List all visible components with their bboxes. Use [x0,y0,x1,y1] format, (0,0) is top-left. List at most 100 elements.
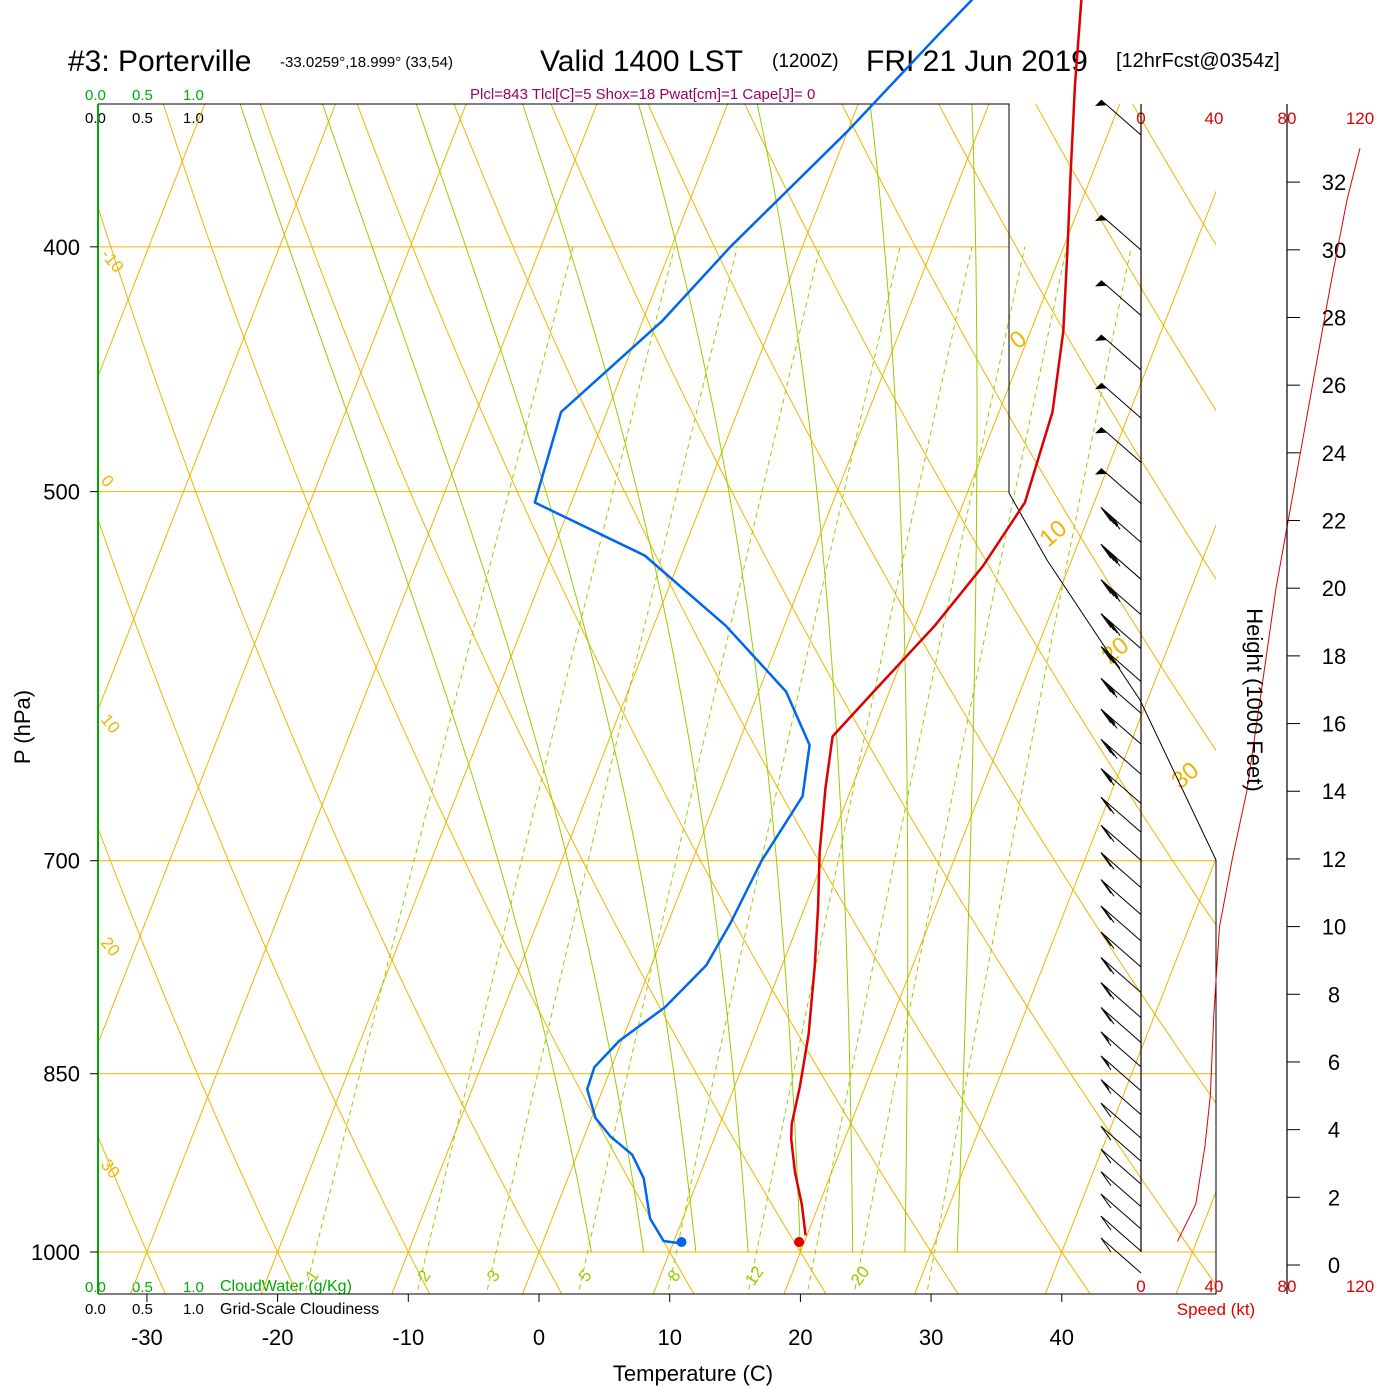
wind-barb-half [1103,1058,1110,1066]
mixing-ratio-line [806,246,1026,1294]
wind-barb-full [1100,1055,1112,1071]
cloudiness-scale-top-2: 1.0 [183,110,204,127]
stability-indices: Plcl=843 Tlcl[C]=5 Shox=18 Pwat[cm]=1 Ca… [470,86,815,103]
wind-barb-full [1100,579,1112,594]
y-tick-label-4: 400 [43,235,80,260]
wind-barb-staff [1100,1148,1142,1185]
cloudwater-scale-top-0: 0.0 [85,87,106,104]
wind-barb-11 [1100,646,1142,682]
wind-barb-full [1103,1009,1115,1025]
background-lines [0,0,1216,1316]
cloudiness-scale-top-0: 0.0 [85,110,106,127]
mixing-ratio-label-3: 5 [575,1267,596,1286]
wind-barb-staff [1100,824,1142,861]
wind-barb-full [1103,959,1115,975]
height-tick-label-6: 12 [1322,847,1346,872]
wind-barb-3 [1095,334,1142,371]
height-tick-label-4: 8 [1328,982,1340,1007]
dry-adiabat-label-left-0: 30 [97,1155,124,1182]
cloudiness-scale-top-1: 0.5 [132,110,153,127]
wind-barb-34 [1100,1237,1142,1274]
dry-adiabat-line [162,104,695,1294]
isotherm-line [1044,857,1216,1294]
dewpoint-line [533,0,974,1245]
speed-tick-top-1: 40 [1205,109,1224,128]
x-axis: -30 -20 -10 0 10 20 30 40 [131,1294,1074,1350]
wind-barb-full [1103,799,1115,815]
plot-frame [98,103,1217,1295]
height-tick-label-0: 0 [1328,1253,1340,1278]
wind-barb-full [1103,855,1115,870]
wind-barb-staff [1100,852,1142,889]
wind-barb-half [1112,554,1119,563]
cloudwater-scale-top-1: 0.5 [132,87,153,104]
y-tick-label-0: 1000 [31,1240,80,1265]
wind-barb-staff [1100,879,1142,915]
wind-barb-full [1103,582,1115,597]
cloudiness-scale-bottom-2: 1.0 [183,1301,204,1318]
moist-adiabat-line [756,104,854,1253]
wind-barb-staff [1100,579,1142,616]
dry-adiabat-line [0,0,42,1316]
isotherm-line [521,104,990,1294]
wind-barb-full [1100,905,1112,921]
station-coords: -33.0259°,18.999° (33,54) [280,54,453,71]
temperature-line [789,0,1083,1236]
height-tick-label-7: 14 [1322,779,1346,804]
wind-barb-0 [1095,99,1142,136]
wind-barb-full [1100,982,1112,997]
cloudwater-scale-bottom-0: 0.0 [85,1279,106,1296]
mixing-ratio-line [747,246,973,1294]
cloudiness-label: Grid-Scale Cloudiness [220,1301,379,1318]
wind-barb-9 [1100,579,1142,616]
wind-barb-30 [1100,1148,1142,1185]
wind-barb-4 [1095,382,1142,419]
wind-barb-staff [1100,677,1142,714]
y-tick-label-2: 700 [43,849,80,874]
isotherm-line [1175,1190,1216,1294]
wind-barb-staff [1100,1007,1142,1043]
moist-adiabat-line [637,104,801,1253]
wind-barb-32 [1100,1193,1142,1230]
wind-barb-29 [1100,1125,1142,1162]
wind-barb-full [1109,621,1121,636]
wind-barb-staff [1100,543,1142,580]
wind-barb-full [1100,646,1112,661]
wind-barb-24 [1100,1007,1142,1043]
mixing-ratio-line [853,246,1068,1294]
mixing-ratio-label-4: 8 [664,1267,685,1286]
moist-adiabat-line [522,104,749,1253]
dry-adiabat-line [550,104,1216,1286]
wind-barb-full [1100,1125,1112,1141]
wind-barb-full [1103,881,1115,897]
wind-barb-23 [1100,982,1142,1019]
wind-barb-staff [1100,957,1142,993]
wind-barb-flag [1095,280,1108,287]
wind-barb-full [1100,1102,1112,1118]
wind-barb-full [1100,852,1112,867]
wind-barb-flag [1095,427,1108,434]
speed-tick-top-3: 120 [1346,109,1374,128]
wind-barb-full [1103,934,1115,949]
y-axis: 1000850700500400300250 [31,235,98,1265]
wind-barb-staff [1100,426,1142,463]
wind-barb-31 [1100,1171,1142,1208]
valid-date: FRI 21 Jun 2019 [866,45,1088,78]
wind-barb-full [1103,680,1115,696]
dry-adiabat-line [356,104,959,1294]
wind-barb-18 [1100,852,1142,889]
cloudwater-scale-top-2: 1.0 [183,87,204,104]
height-tick-label-15: 30 [1322,238,1346,263]
height-tick-label-8: 16 [1322,712,1346,737]
x-tick-label-5: 20 [788,1325,812,1350]
isotherm-line [0,0,107,1316]
wind-barb-25 [1100,1031,1142,1068]
dry-adiabat-line [647,104,1216,1105]
wind-barb-staff [1100,1171,1142,1208]
isotherm-line [260,104,729,1294]
height-tick-label-10: 20 [1322,576,1346,601]
height-tick-label-1: 2 [1328,1185,1340,1210]
wind-barb-full [1103,711,1115,727]
wind-barb-full [1103,509,1115,525]
wind-barb-13 [1100,708,1142,745]
